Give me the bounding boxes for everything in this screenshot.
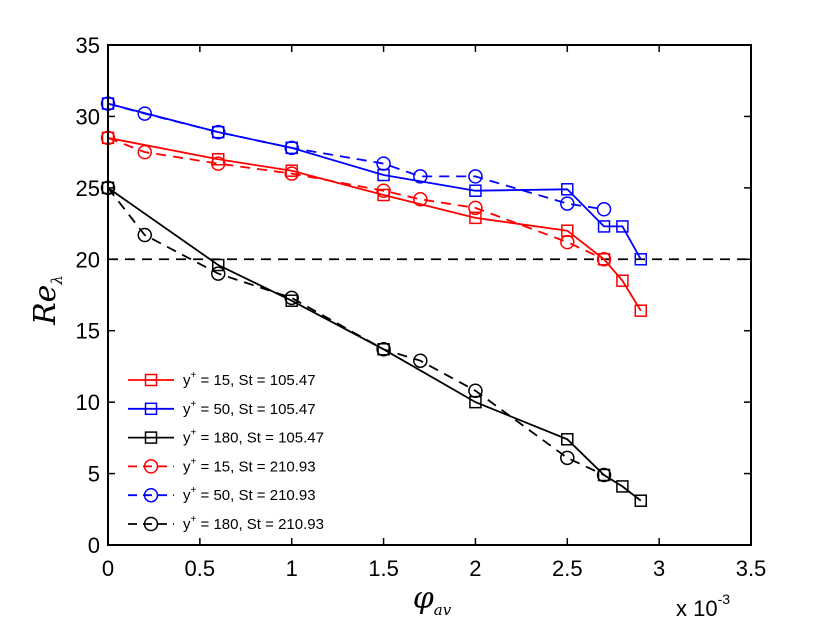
- data-point: [560, 196, 575, 211]
- data-point: [413, 192, 428, 207]
- x-tick-label: 3.5: [736, 556, 767, 581]
- y-tick-label: 5: [88, 462, 100, 487]
- data-point: [284, 140, 299, 156]
- data-point: [616, 220, 629, 233]
- x-tick-label: 0: [102, 556, 114, 581]
- x-tick-label: 0.5: [185, 556, 216, 581]
- legend-swatch-marker: [143, 516, 159, 532]
- series-1: [101, 131, 648, 317]
- legend-swatch-marker: [144, 431, 158, 444]
- data-point: [616, 274, 629, 287]
- legend-entry: y+ = 180, St = 210.93: [128, 514, 324, 533]
- x-tick-label: 1: [286, 556, 298, 581]
- plot-area: [100, 96, 751, 507]
- data-point: [561, 183, 574, 196]
- data-point: [560, 450, 575, 466]
- data-point: [469, 211, 482, 225]
- data-point: [413, 353, 428, 368]
- data-point: [597, 468, 611, 482]
- legend-swatch-marker: [143, 459, 159, 474]
- data-point: [469, 184, 482, 197]
- plot-frame: [107, 44, 752, 546]
- legend-label: y+ = 180, St = 105.47: [183, 428, 324, 447]
- series-line: [107, 137, 605, 261]
- data-point: [616, 480, 629, 493]
- data-point: [210, 124, 226, 140]
- data-point: [376, 156, 391, 171]
- data-point: [468, 200, 483, 216]
- legend-swatch-marker: [144, 373, 158, 387]
- y-tick-label: 30: [76, 104, 100, 129]
- data-point: [634, 304, 648, 317]
- data-point: [137, 106, 152, 121]
- data-point: [634, 494, 648, 507]
- y-tick-label: 25: [76, 176, 100, 201]
- data-point: [211, 125, 225, 139]
- legend-swatch-marker: [144, 402, 158, 416]
- data-point: [468, 383, 483, 398]
- series-5: [100, 96, 612, 217]
- data-point: [596, 467, 612, 483]
- series-line: [107, 137, 642, 312]
- data-point: [634, 253, 648, 266]
- legend-label: y+ = 15, St = 210.93: [183, 456, 316, 475]
- legend-label: y+ = 50, St = 210.93: [183, 485, 316, 504]
- legend-swatch-marker: [143, 487, 159, 503]
- data-point: [376, 342, 391, 357]
- y-tick-label: 10: [76, 390, 100, 415]
- data-point: [377, 343, 390, 356]
- series-6: [100, 180, 612, 483]
- data-point: [560, 234, 575, 250]
- legend-entry: y+ = 180, St = 105.47: [128, 428, 324, 447]
- legend-label: y+ = 50, St = 105.47: [183, 399, 316, 418]
- x-tick-label: 1.5: [368, 556, 399, 581]
- data-point: [376, 183, 391, 198]
- legend-entry: y+ = 50, St = 210.93: [128, 485, 316, 504]
- data-point: [468, 169, 483, 184]
- x-tick-label: 3: [653, 556, 665, 581]
- y-tick-label: 35: [76, 33, 100, 58]
- legend-entry: y+ = 15, St = 210.93: [128, 456, 316, 475]
- data-point: [561, 433, 574, 446]
- legend: y+ = 15, St = 105.47 y+ = 50, St = 105.47…: [128, 370, 324, 533]
- legend-label: y+ = 180, St = 210.93: [183, 514, 324, 533]
- data-point: [285, 141, 298, 155]
- data-point: [596, 202, 612, 217]
- data-point: [137, 144, 152, 160]
- legend-entry: y+ = 15, St = 105.47: [128, 370, 316, 389]
- legend-label: y+ = 15, St = 105.47: [183, 370, 316, 389]
- x-tick-label: 2: [469, 556, 481, 581]
- data-point: [596, 252, 612, 267]
- data-point: [284, 166, 299, 181]
- x-axis-multiplier: x 10-3: [676, 591, 730, 621]
- y-tick-label: 15: [76, 319, 100, 344]
- data-point: [137, 227, 152, 243]
- y-tick-label: 20: [76, 247, 100, 272]
- y-tick-label: 0: [88, 533, 100, 558]
- data-point: [597, 220, 611, 233]
- series-2: [101, 97, 648, 266]
- y-axis-label: Reλ: [28, 275, 66, 326]
- data-point: [210, 156, 226, 171]
- legend-entry: y+ = 50, St = 105.47: [128, 399, 316, 418]
- series-line: [107, 187, 605, 476]
- series-line: [107, 102, 642, 260]
- data-point: [597, 253, 611, 266]
- axis-ticks: 0 0.5 1 1.5 2 2.5 3 3.5 0 5 10 15 20 25 30 35: [76, 33, 767, 581]
- data-point: [210, 266, 226, 281]
- data-point: [211, 258, 225, 272]
- x-tick-label: 2.5: [552, 556, 583, 581]
- series-line: [107, 102, 605, 211]
- data-point: [284, 290, 299, 306]
- data-point: [413, 169, 428, 184]
- x-axis-label: φav: [413, 581, 452, 619]
